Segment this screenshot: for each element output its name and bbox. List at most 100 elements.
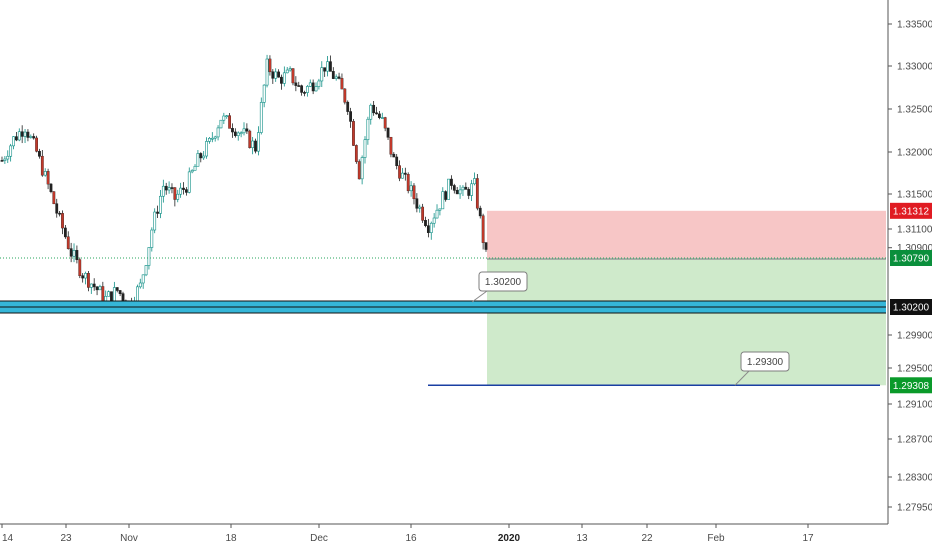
level-price-tag[interactable]: 1.30200 xyxy=(890,299,932,315)
candle xyxy=(55,198,59,218)
candle-drop-accent xyxy=(78,259,81,276)
candle xyxy=(464,182,468,190)
candle xyxy=(43,168,47,177)
candle xyxy=(20,125,24,144)
candle xyxy=(274,68,278,82)
candle xyxy=(236,131,240,141)
candle xyxy=(320,61,324,87)
candle xyxy=(89,283,93,294)
target-price-tag[interactable]: 1.29308 xyxy=(890,377,932,394)
candle xyxy=(17,128,21,142)
candle-drop-accent xyxy=(291,68,295,83)
candle xyxy=(346,100,350,115)
candle xyxy=(450,175,453,190)
candle xyxy=(12,136,15,150)
candle xyxy=(231,123,234,138)
candle xyxy=(375,106,378,115)
candle-drop-accent xyxy=(228,115,231,129)
candle xyxy=(352,118,355,147)
candle xyxy=(38,148,41,159)
reward-zone xyxy=(487,258,886,386)
candle-drop-accent xyxy=(87,273,90,288)
candle xyxy=(265,54,269,88)
candle xyxy=(63,224,67,239)
candle-drop-accent xyxy=(343,88,346,103)
candle xyxy=(196,149,200,167)
candle xyxy=(95,286,99,296)
candle xyxy=(115,287,119,293)
candle xyxy=(161,179,165,203)
candle xyxy=(395,154,399,170)
candle xyxy=(282,66,286,87)
candle xyxy=(343,88,347,105)
candle xyxy=(311,79,315,95)
y-tick-label: 1.29500 xyxy=(897,364,932,375)
candle xyxy=(438,208,442,216)
candle xyxy=(473,172,476,186)
candle xyxy=(329,55,332,72)
price-tags: 1.31312 1.30790 1.30200 1.29308 xyxy=(890,202,932,394)
candle xyxy=(179,182,183,198)
stop-price-tag[interactable]: 1.31312 xyxy=(890,202,932,219)
candle xyxy=(392,152,396,158)
candle xyxy=(418,204,422,213)
candle xyxy=(435,204,439,219)
candle xyxy=(257,126,260,156)
y-tick-label: 1.31100 xyxy=(897,225,932,236)
candle xyxy=(441,187,445,210)
candle xyxy=(314,82,318,92)
candle xyxy=(303,90,306,97)
candle xyxy=(210,132,214,143)
candle xyxy=(475,173,479,211)
candle xyxy=(458,185,462,199)
candle-drop-accent xyxy=(358,161,361,179)
candle-drop-accent xyxy=(352,121,355,146)
candle xyxy=(447,178,450,200)
candle-drop-accent xyxy=(35,138,38,152)
candle xyxy=(219,119,223,129)
candle xyxy=(107,290,110,297)
candle xyxy=(164,182,168,195)
y-tick-label: 1.28700 xyxy=(897,435,932,446)
candle xyxy=(340,73,344,90)
level-price-tag-text: 1.30200 xyxy=(893,303,930,314)
candle-drop-accent xyxy=(268,59,272,72)
candle xyxy=(167,181,171,194)
candle xyxy=(300,84,304,96)
candle xyxy=(184,187,188,196)
candle xyxy=(259,97,263,135)
candle-drop-accent xyxy=(61,213,64,228)
candle xyxy=(372,101,376,116)
y-tick-label: 1.31500 xyxy=(897,190,932,201)
candle xyxy=(49,183,53,194)
x-tick-label: 22 xyxy=(641,533,653,544)
candle xyxy=(199,152,203,163)
x-tick-label: 13 xyxy=(576,533,588,544)
candle xyxy=(426,218,430,238)
entry-price-tag-text: 1.30790 xyxy=(893,254,930,265)
candle xyxy=(202,151,206,160)
candle xyxy=(72,243,76,263)
x-tick-label: Dec xyxy=(310,533,328,544)
stop-price-tag-text: 1.31312 xyxy=(893,206,930,217)
candle xyxy=(75,245,79,264)
x-tick-label: 16 xyxy=(405,533,417,544)
candle xyxy=(349,107,352,128)
trade-zones xyxy=(487,210,886,386)
candle xyxy=(429,221,433,240)
entry-price-tag[interactable]: 1.30790 xyxy=(890,250,932,266)
support-callout[interactable]: 1.30200 xyxy=(471,271,528,303)
candle xyxy=(337,72,341,80)
candle xyxy=(326,55,329,77)
candle xyxy=(242,122,246,136)
candle xyxy=(208,137,211,144)
candle xyxy=(288,66,292,72)
candle xyxy=(40,150,44,177)
candle xyxy=(280,74,283,90)
target-callout[interactable]: 1.29300 xyxy=(734,351,790,386)
candle xyxy=(297,81,301,87)
y-tick-label: 1.27950 xyxy=(897,503,932,514)
candle xyxy=(205,137,208,159)
candle xyxy=(29,134,33,139)
